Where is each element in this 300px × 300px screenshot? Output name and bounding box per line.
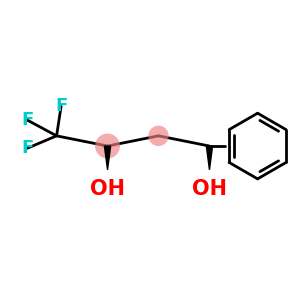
Circle shape <box>95 134 120 158</box>
Text: OH: OH <box>90 179 125 199</box>
Text: OH: OH <box>192 179 227 199</box>
Circle shape <box>148 126 169 146</box>
Polygon shape <box>206 146 213 170</box>
Text: F: F <box>55 98 67 116</box>
Polygon shape <box>104 146 111 170</box>
Text: F: F <box>21 111 33 129</box>
Text: F: F <box>21 139 33 157</box>
